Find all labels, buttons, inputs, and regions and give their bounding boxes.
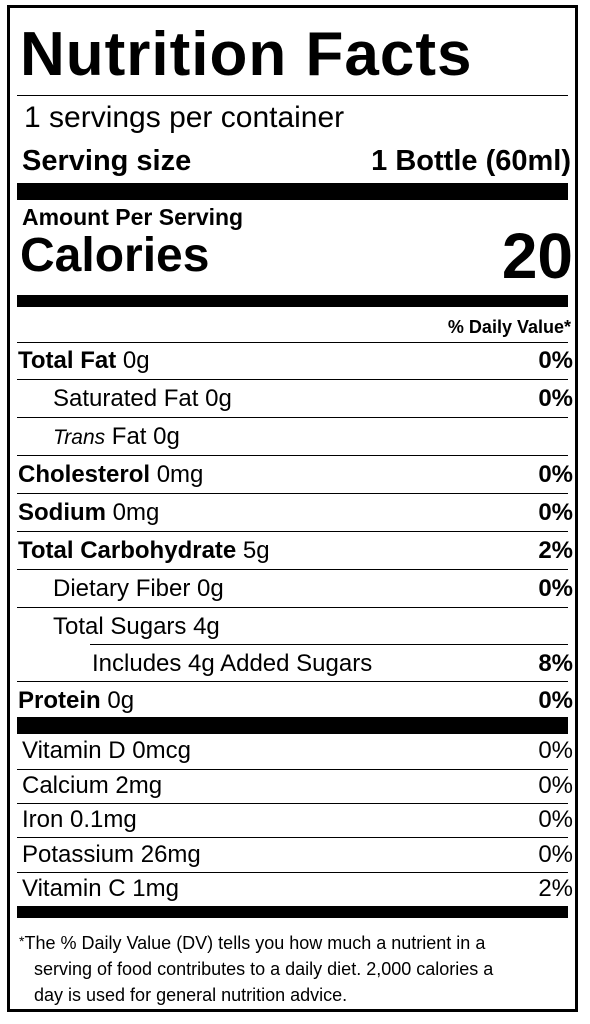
divider [17,607,568,608]
vitamin-amount: 2mg [115,772,163,799]
serving-size-label: Serving size [22,145,192,177]
footnote-line: serving of food contributes to a daily d… [34,959,494,979]
calories-value: 20 [501,220,573,292]
nutrient-dv: 8% [538,649,573,677]
nutrient-amount: 0g [153,422,180,450]
nutrient-name: Cholesterol [18,460,151,488]
nutrient-dv: 0% [538,384,573,412]
vitamin-amount: 1mg [132,875,179,902]
servings-per-container: 1 servings per container [24,101,345,134]
nutrient-amount: 0mg [156,460,204,488]
label-title: Nutrition Facts [20,20,473,89]
vitamin-name: Potassium [22,841,135,868]
daily-value-header: % Daily Value* [447,317,571,337]
nutrient-row-saturated-fat: Saturated Fat 0g 0% [53,380,573,417]
nutrient-amount: 0g [107,686,135,714]
nutrient-row-total-fat: Total Fat 0g 0% [18,342,573,379]
nutrient-dv: 2% [538,536,573,564]
nutrient-name-italic: Trans [53,425,106,449]
vitamin-row-vitamin-c: Vitamin C 1mg 2% [22,872,573,906]
divider [17,872,568,873]
thick-divider [17,183,568,200]
nutrient-amount: 0g [205,384,232,412]
nutrient-dv: 0% [538,498,573,526]
divider [17,342,568,343]
vitamin-dv: 0% [538,841,573,868]
vitamin-dv: 0% [538,806,573,833]
nutrient-row-trans-fat: Trans Fat 0g [53,418,573,455]
divider [17,681,568,682]
divider [17,417,568,418]
nutrient-row-total-sugars: Total Sugars 4g [53,608,573,645]
nutrient-name: Total Fat [18,346,117,374]
nutrient-row-dietary-fiber: Dietary Fiber 0g 0% [53,570,573,607]
vitamin-dv: 0% [538,772,573,799]
vitamin-row-iron: Iron 0.1mg 0% [22,803,573,837]
divider [17,531,568,532]
vitamin-amount: 26mg [140,841,201,868]
divider [17,837,568,838]
nutrition-facts-label: Nutrition Facts 1 servings per container… [7,5,578,1012]
nutrient-name: Includes 4g Added Sugars [92,649,373,677]
medium-divider [17,295,568,307]
vitamin-row-potassium: Potassium 26mg 0% [22,838,573,872]
vitamin-dv: 0% [538,737,573,764]
amount-per-serving: Amount Per Serving [22,204,244,230]
divider [17,455,568,456]
nutrient-row-added-sugars: Includes 4g Added Sugars 8% [92,645,573,682]
nutrient-name: Saturated Fat [53,384,199,412]
footnote-star: * [19,933,25,949]
calories-row: Calories 20 [20,221,573,291]
footnote-line: day is used for general nutrition advice… [34,985,348,1005]
nutrient-dv: 0% [538,346,573,374]
nutrient-amount: 4g [193,612,220,640]
serving-size-value: 1 Bottle (60ml) [371,145,571,177]
vitamin-row-calcium: Calcium 2mg 0% [22,769,573,803]
nutrient-dv: 0% [538,460,573,488]
divider [17,769,568,770]
footnote-line: The % Daily Value (DV) tells you how muc… [24,933,486,953]
nutrient-row-cholesterol: Cholesterol 0mg 0% [18,456,573,493]
medium-divider [17,906,568,918]
divider [17,493,568,494]
nutrient-name: Total Sugars [53,612,187,640]
divider [17,379,568,380]
nutrient-name: Fat [111,422,147,450]
vitamin-amount: 0.1mg [70,806,137,833]
calories-label: Calories [20,229,210,282]
nutrient-amount: 0g [122,346,150,374]
vitamin-row-vitamin-d: Vitamin D 0mcg 0% [22,734,573,768]
nutrient-amount: 0g [197,574,224,602]
nutrient-row-sodium: Sodium 0mg 0% [18,494,573,531]
vitamin-amount: 0mcg [132,737,191,764]
nutrient-dv: 0% [538,574,573,602]
divider [90,644,568,645]
nutrient-dv: 0% [538,686,573,714]
footnote: *The % Daily Value (DV) tells you how mu… [19,930,565,1008]
nutrient-name: Total Carbohydrate [18,536,237,564]
nutrient-row-protein: Protein 0g 0% [18,682,573,719]
serving-size-row: Serving size 1 Bottle (60ml) [22,140,571,182]
vitamin-name: Iron [22,806,64,833]
vitamin-name: Vitamin D [22,737,126,764]
nutrient-amount: 5g [242,536,270,564]
vitamin-name: Calcium [22,772,109,799]
nutrient-name: Dietary Fiber [53,574,191,602]
thick-divider [17,717,568,734]
divider [17,569,568,570]
divider [17,803,568,804]
nutrient-amount: 0mg [112,498,160,526]
vitamin-dv: 2% [538,875,573,902]
nutrient-name: Sodium [18,498,106,526]
vitamin-name: Vitamin C [22,875,126,902]
nutrient-name: Protein [18,686,101,714]
divider [17,95,568,96]
nutrient-row-total-carbohydrate: Total Carbohydrate 5g 2% [18,532,573,569]
